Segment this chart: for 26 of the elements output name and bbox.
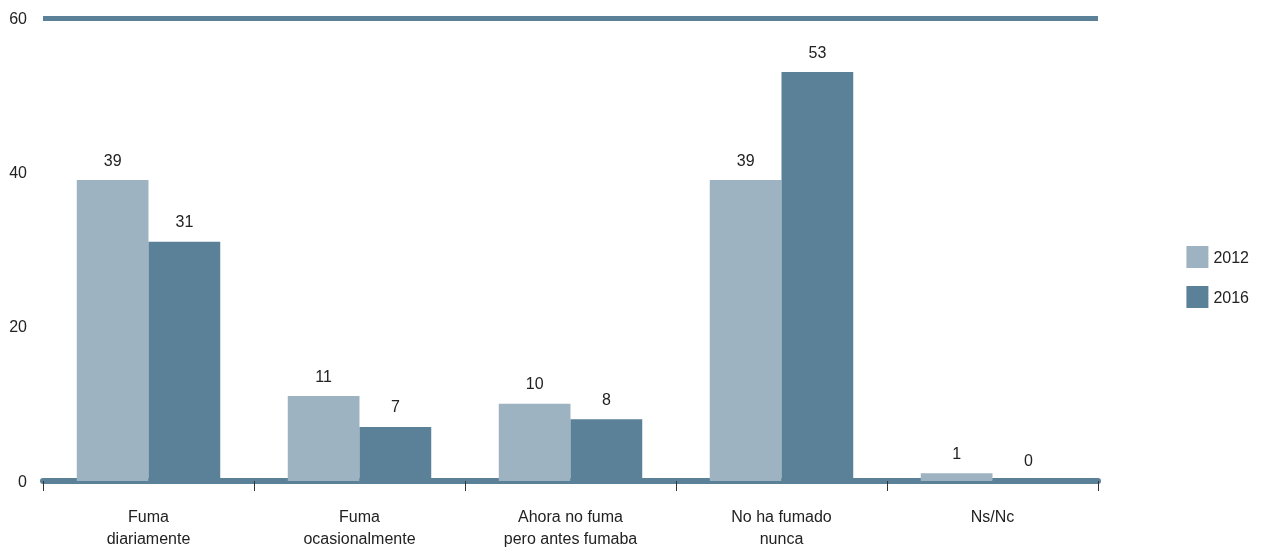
y-tick-label: 20 <box>9 318 28 336</box>
legend-label: 2016 <box>1213 288 1250 306</box>
data-label: 8 <box>601 390 611 408</box>
x-tick-label: No ha fumado nunca <box>731 507 832 547</box>
x-tick-label: Fuma ocasionalmente <box>303 507 416 547</box>
legend-label: 2012 <box>1213 248 1250 266</box>
data-label: 39 <box>103 151 122 169</box>
data-label: 31 <box>175 213 194 231</box>
data-label: 53 <box>808 43 827 61</box>
y-tick-label: 40 <box>9 163 28 181</box>
bar <box>76 180 149 481</box>
data-label: 39 <box>736 151 755 169</box>
x-tick-label: Ahora no fuma pero antes fumaba <box>503 507 638 547</box>
data-label: 7 <box>390 398 400 416</box>
data-label: 1 <box>952 444 962 462</box>
data-label: 0 <box>1023 451 1033 469</box>
bar <box>709 180 782 481</box>
data-label: 10 <box>525 375 544 393</box>
x-tick-label: Fuma diariamente <box>106 507 191 547</box>
x-tick-label: Ns/Nc <box>970 507 1015 525</box>
bar <box>920 473 993 481</box>
y-tick-label: 60 <box>9 9 28 27</box>
y-tick-label: 0 <box>18 472 28 490</box>
bar <box>287 396 360 481</box>
data-label: 11 <box>315 367 333 385</box>
bar <box>498 403 571 481</box>
